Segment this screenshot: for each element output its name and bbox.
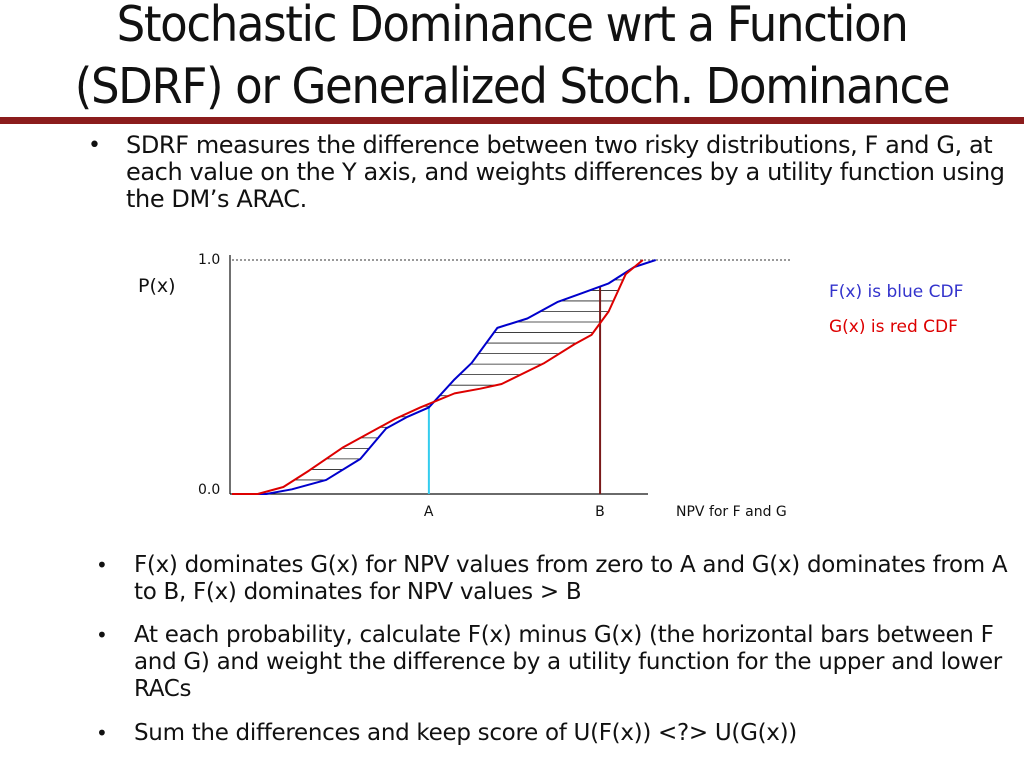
y-tick-label: 0.0 [198,482,220,498]
legend-g: G(x) is red CDF [829,317,958,337]
g-cdf-line [232,259,644,495]
f-cdf-line [232,259,657,495]
intro-bullet-text: SDRF measures the difference between two… [126,131,1005,213]
bullet-1-text: F(x) dominates G(x) for NPV values from … [134,552,1008,605]
y-tick-label: 1.0 [198,252,220,268]
slide-title: Stochastic Dominance wrt a Function (SDR… [41,0,983,118]
legend-g-label: G(x) is red CDF [829,317,958,337]
title-divider [0,117,1024,124]
legend-f: F(x) is blue CDF [829,282,963,302]
bullet-dot: • [88,133,101,158]
cdf-chart: 1.0 0.0 P(x) NPV for F and G A B [138,252,792,520]
y-axis-label: P(x) [138,275,176,297]
bullet-dot: • [96,721,108,745]
marker-label-b: B [595,504,605,520]
x-axis-label: NPV for F and G [676,504,787,520]
marker-label-a: A [424,504,434,520]
bullet-dot: • [96,553,108,577]
slide-title-line-1: Stochastic Dominance wrt a Function [116,0,909,53]
slide-title-line-2: (SDRF) or Generalized Stoch. Dominance [74,58,951,115]
bullet-3-text: Sum the differences and keep score of U(… [134,720,797,746]
bullet-dot: • [96,623,108,647]
bullet-2-text: At each probability, calculate F(x) minu… [134,622,1002,702]
intro-bullet: • SDRF measures the difference between t… [88,132,1008,216]
legend-f-label: F(x) is blue CDF [829,282,964,302]
